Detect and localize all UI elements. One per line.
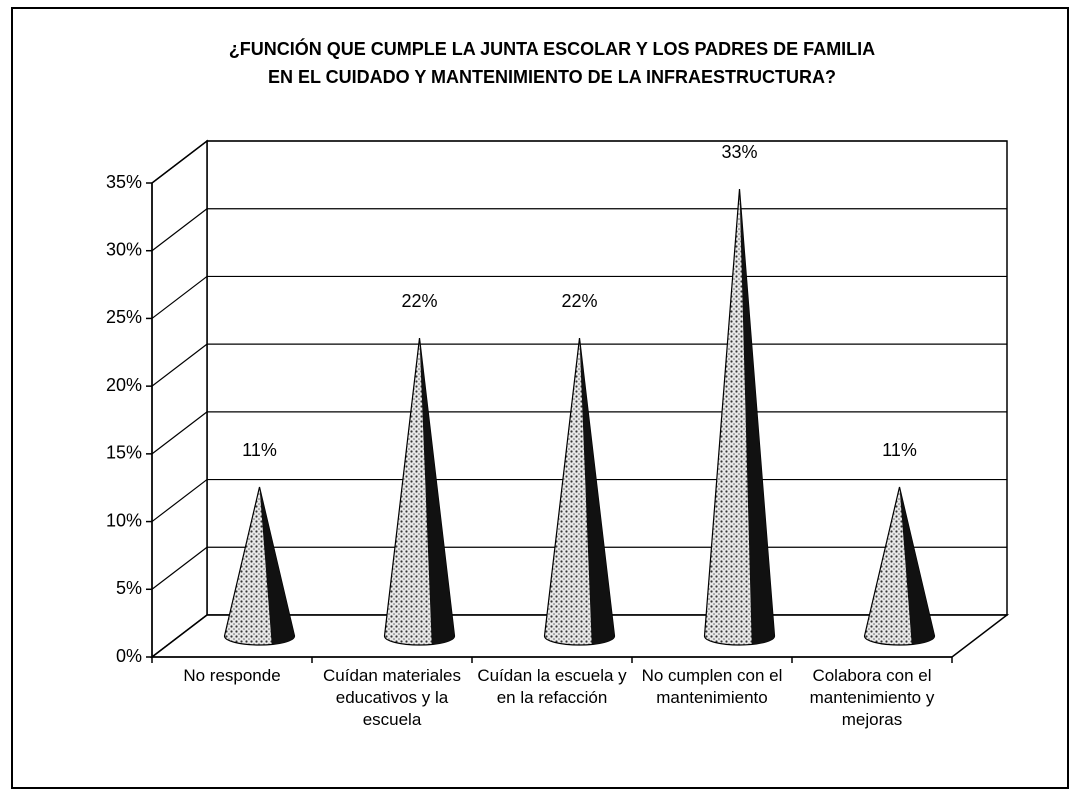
x-tick-label-box: No responde: [183, 666, 281, 685]
cone: [703, 189, 776, 646]
chart-title: ¿FUNCIÓN QUE CUMPLE LA JUNTA ESCOLAR Y L…: [229, 38, 875, 59]
x-tick-label-box: Colabora con el mantenimiento y mejoras: [809, 666, 935, 729]
grid-line: [151, 275, 208, 319]
x-tick-label: Cuídan la escuela y en la refacción: [477, 666, 627, 707]
cone: [383, 337, 456, 646]
grid-line: [151, 343, 208, 387]
cone-shade: [899, 487, 935, 645]
y-tick-label: 10%: [106, 510, 142, 530]
x-tick-label: Colabora con el mantenimiento y mejoras: [809, 666, 935, 729]
y-tick-label: 15%: [106, 443, 142, 463]
cone-shade: [259, 487, 295, 645]
x-tick-label-box: Cuídan la escuela y en la refacción: [477, 666, 627, 707]
data-label: 22%: [561, 291, 597, 311]
cone-shade: [419, 338, 455, 645]
y-tick-label: 30%: [106, 239, 142, 259]
data-label: 33%: [721, 142, 757, 162]
cone-shade: [579, 338, 615, 645]
x-tick-label-box: No cumplen con el mantenimiento: [641, 666, 783, 707]
data-label: 11%: [242, 440, 277, 460]
x-tick-label: No cumplen con el mantenimiento: [641, 666, 783, 707]
x-tick-label-box: Cuídan materiales educativos y la escuel…: [323, 666, 461, 729]
data-label: 11%: [882, 440, 917, 460]
chart-title: EN EL CUIDADO Y MANTENIMIENTO DE LA INFR…: [268, 67, 836, 87]
grid-line: [151, 479, 208, 523]
y-tick-label: 35%: [106, 172, 142, 192]
y-tick-label: 0%: [116, 646, 142, 666]
x-tick-label: No responde: [183, 666, 281, 685]
grid-line: [151, 411, 208, 455]
x-tick-label: Cuídan materiales educativos y la escuel…: [323, 666, 461, 729]
frame: [11, 7, 1069, 789]
grid-line: [151, 140, 208, 184]
data-label: 22%: [401, 291, 437, 311]
side-wall: [151, 139, 208, 659]
y-tick-label: 25%: [106, 307, 142, 327]
grid-line: [151, 208, 208, 252]
cone: [223, 486, 296, 646]
y-tick-label: 20%: [106, 375, 142, 395]
y-tick-label: 5%: [116, 578, 142, 598]
cone: [543, 337, 616, 646]
grid-line: [151, 546, 208, 590]
grid-line: [151, 614, 208, 658]
cone-shade: [739, 189, 775, 645]
cone: [863, 486, 936, 646]
